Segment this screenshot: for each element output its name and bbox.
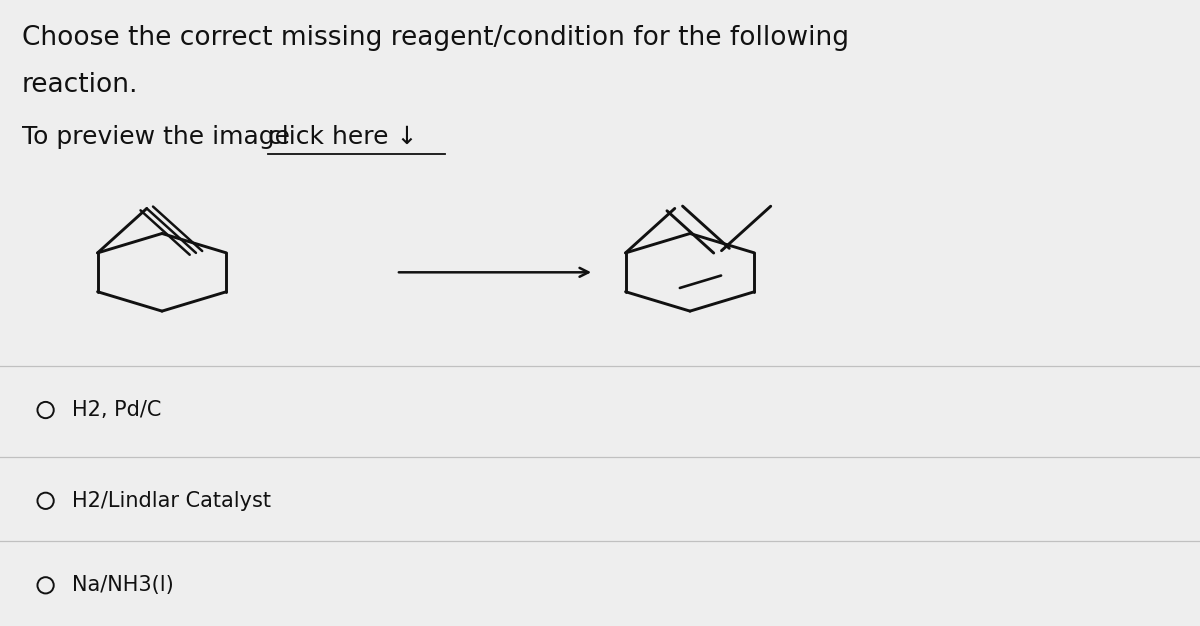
Text: To preview the image: To preview the image (22, 125, 298, 149)
Text: H2, Pd/C: H2, Pd/C (72, 400, 161, 420)
Text: click here ↓: click here ↓ (268, 125, 418, 149)
Text: Na/NH3(l): Na/NH3(l) (72, 575, 174, 595)
Text: reaction.: reaction. (22, 72, 138, 98)
Text: H2/Lindlar Catalyst: H2/Lindlar Catalyst (72, 491, 271, 511)
Text: Choose the correct missing reagent/condition for the following: Choose the correct missing reagent/condi… (22, 25, 848, 51)
